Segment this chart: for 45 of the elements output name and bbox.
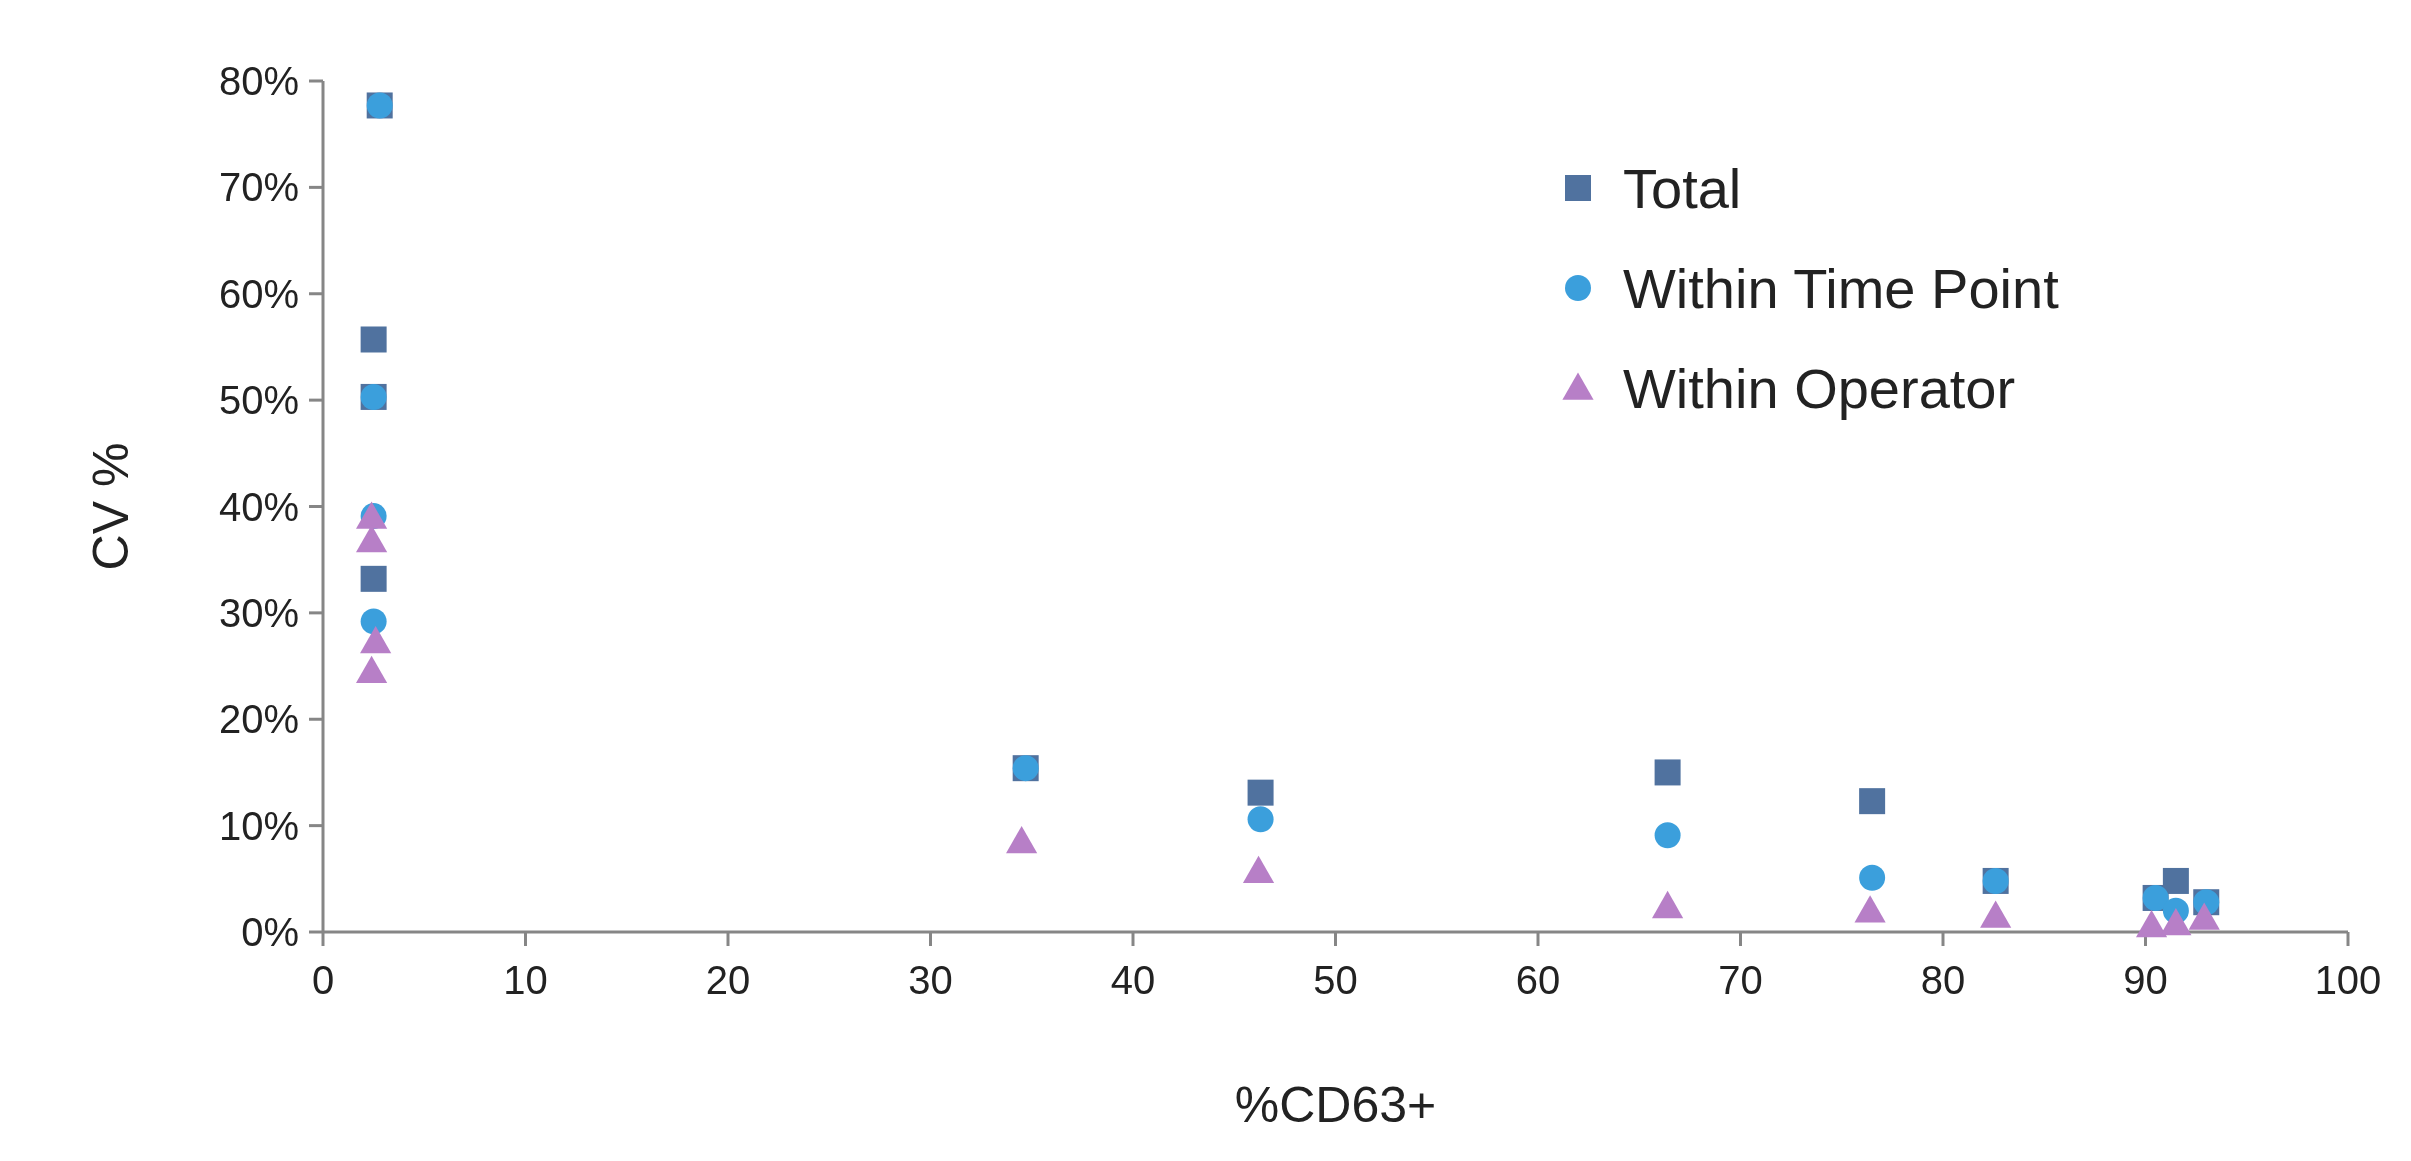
- y-tick-label: 20%: [218, 697, 299, 742]
- point: [1652, 890, 1684, 919]
- point: [2162, 867, 2189, 894]
- y-tick-label: 0%: [241, 910, 299, 954]
- point: [360, 626, 392, 654]
- x-tick-label: 40: [1110, 958, 1156, 1002]
- point: [360, 565, 387, 592]
- point: [1006, 825, 1038, 854]
- x-axis-title: %CD63+: [1234, 1077, 1437, 1133]
- x-tick-label: 80: [1920, 958, 1966, 1002]
- x-tick-label: 70: [1718, 958, 1763, 1002]
- x-tick-label: 10: [503, 958, 548, 1002]
- point: [2160, 907, 2192, 936]
- y-tick-label: 50%: [218, 378, 299, 423]
- x-tick-label: 20: [705, 958, 751, 1002]
- x-tick-label: 60: [1515, 958, 1561, 1002]
- y-tick-label: 80%: [218, 59, 299, 103]
- x-tick-label: 100: [2314, 958, 2382, 1002]
- x-tick-label: 0: [311, 958, 335, 1002]
- point: [1242, 855, 1275, 884]
- point: [1854, 895, 1886, 923]
- point: [1980, 900, 2012, 928]
- x-tick-label: 50: [1313, 958, 1358, 1002]
- point: [1859, 864, 1886, 891]
- y-tick-label: 60%: [218, 271, 299, 316]
- y-tick-label: 70%: [218, 165, 299, 210]
- point: [1859, 788, 1886, 815]
- y-axis-title: CV %: [83, 442, 139, 571]
- point: [2188, 902, 2220, 930]
- point: [356, 655, 388, 684]
- point: [1654, 822, 1681, 849]
- legend-label: Within Operator: [1623, 356, 2016, 420]
- legend-label: Total: [1623, 156, 1742, 220]
- point: [1247, 806, 1274, 833]
- point: [360, 608, 387, 635]
- x-tick-label: 30: [908, 958, 953, 1002]
- y-tick-label: 30%: [218, 590, 299, 635]
- y-tick-label: 40%: [218, 484, 299, 529]
- point: [360, 326, 387, 353]
- x-tick-label: 90: [2123, 958, 2168, 1002]
- point: [2135, 910, 2168, 938]
- point: [1654, 759, 1681, 786]
- point: [1247, 779, 1274, 806]
- legend-label: Within Time Point: [1623, 256, 2060, 320]
- y-tick-label: 10%: [218, 803, 299, 848]
